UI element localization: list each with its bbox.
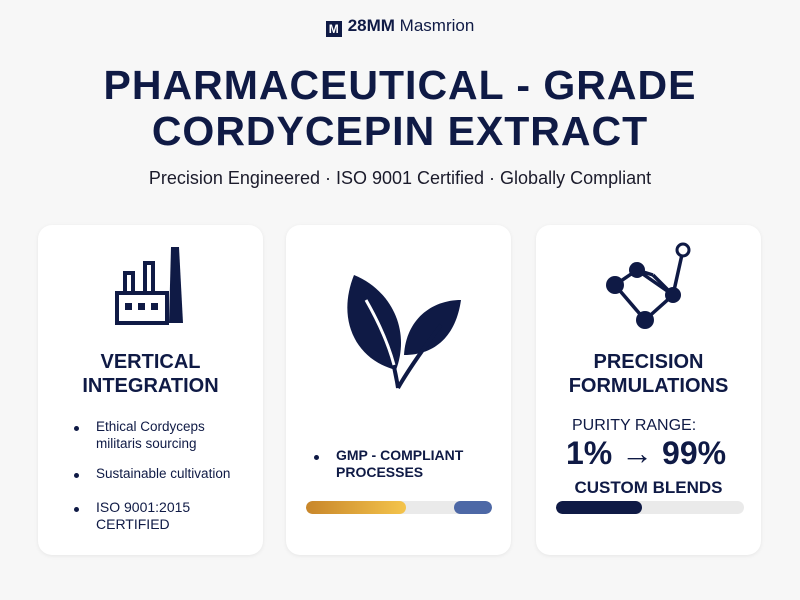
- brand-logo-icon: M: [325, 21, 342, 37]
- list-item: GMP - COMPLIANT PROCESSES: [313, 447, 464, 480]
- brand-name-bold: 28MM: [347, 16, 395, 35]
- card-gmp: GMP - COMPLIANT PROCESSES: [286, 225, 511, 555]
- page-title: PHARMACEUTICAL - GRADE CORDYCEPIN EXTRACT: [103, 62, 697, 154]
- purity-bar: [556, 501, 744, 514]
- factory-icon: [115, 247, 183, 325]
- card-vertical-integration: VERTICAL INTEGRATION Ethical Cordyceps mil…: [38, 225, 263, 555]
- list-item: Ethical Cordyceps militaris sourcing: [74, 419, 205, 451]
- card-precision-formulations: PRECISION FORMULATIONS PURITY RANGE: 1% →…: [536, 225, 761, 555]
- custom-blends: CUSTOM BLENDS: [574, 478, 723, 497]
- list-item: ISO 9001:2015 CERTIFIED: [73, 499, 191, 532]
- brand-name: Masmrion: [399, 16, 475, 35]
- brand: M 28MM Masmrion: [0, 16, 800, 37]
- list-item: Sustainable cultivation: [73, 466, 231, 481]
- molecule-icon: [606, 242, 691, 329]
- subtitle: Precision Engineered · ISO 9001 Certifie…: [148, 168, 652, 188]
- leaf-icon: [347, 275, 461, 389]
- card-title: VERTICAL INTEGRATION: [82, 351, 219, 397]
- purity-label: PURITY RANGE:: [572, 417, 697, 434]
- purity-range: 1% → 99%: [566, 435, 727, 471]
- card-title: PRECISION FORMULATIONS: [568, 351, 729, 397]
- progress-bar: [306, 501, 492, 514]
